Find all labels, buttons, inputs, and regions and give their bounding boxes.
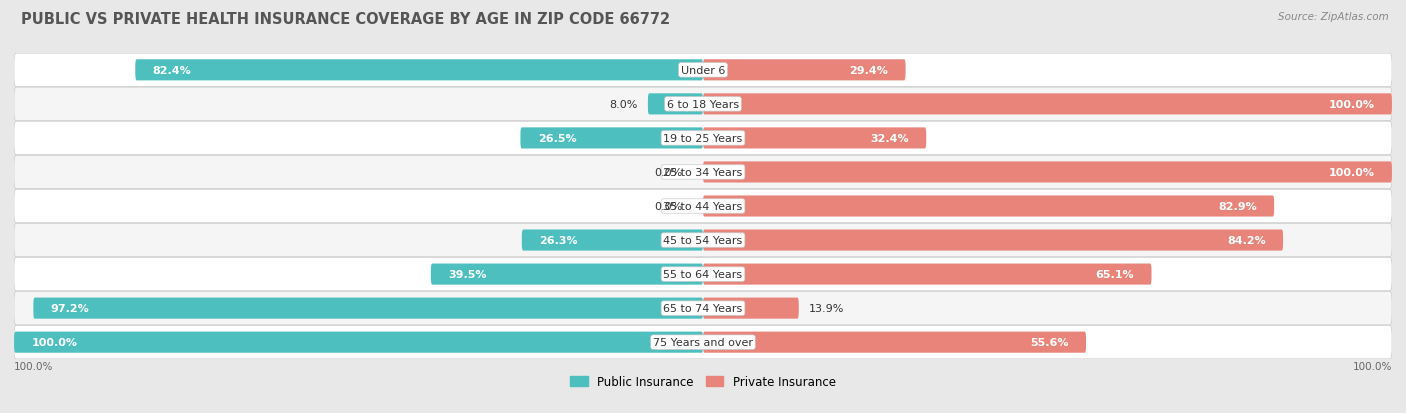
Text: PUBLIC VS PRIVATE HEALTH INSURANCE COVERAGE BY AGE IN ZIP CODE 66772: PUBLIC VS PRIVATE HEALTH INSURANCE COVER… <box>21 12 671 27</box>
Text: 100.0%: 100.0% <box>14 361 53 371</box>
Text: 97.2%: 97.2% <box>51 304 90 313</box>
FancyBboxPatch shape <box>703 196 1274 217</box>
FancyBboxPatch shape <box>703 230 1284 251</box>
Text: 6 to 18 Years: 6 to 18 Years <box>666 100 740 109</box>
Legend: Public Insurance, Private Insurance: Public Insurance, Private Insurance <box>565 371 841 393</box>
Text: 45 to 54 Years: 45 to 54 Years <box>664 235 742 245</box>
FancyBboxPatch shape <box>703 94 1392 115</box>
FancyBboxPatch shape <box>14 54 1392 87</box>
Text: Source: ZipAtlas.com: Source: ZipAtlas.com <box>1278 12 1389 22</box>
Text: 65.1%: 65.1% <box>1095 269 1135 280</box>
FancyBboxPatch shape <box>648 94 703 115</box>
FancyBboxPatch shape <box>703 264 1152 285</box>
FancyBboxPatch shape <box>14 258 1392 291</box>
FancyBboxPatch shape <box>703 298 799 319</box>
Text: 82.9%: 82.9% <box>1218 202 1257 211</box>
FancyBboxPatch shape <box>14 326 1392 359</box>
Text: 84.2%: 84.2% <box>1227 235 1265 245</box>
Text: 13.9%: 13.9% <box>808 304 845 313</box>
Text: 100.0%: 100.0% <box>31 337 77 347</box>
FancyBboxPatch shape <box>703 162 1392 183</box>
Text: 65 to 74 Years: 65 to 74 Years <box>664 304 742 313</box>
FancyBboxPatch shape <box>430 264 703 285</box>
FancyBboxPatch shape <box>14 88 1392 121</box>
Text: 32.4%: 32.4% <box>870 133 910 144</box>
FancyBboxPatch shape <box>14 156 1392 189</box>
Text: 55.6%: 55.6% <box>1031 337 1069 347</box>
Text: 29.4%: 29.4% <box>849 66 889 76</box>
Text: 25 to 34 Years: 25 to 34 Years <box>664 168 742 178</box>
Text: 26.3%: 26.3% <box>538 235 578 245</box>
FancyBboxPatch shape <box>14 292 1392 325</box>
Text: 100.0%: 100.0% <box>1329 100 1375 109</box>
FancyBboxPatch shape <box>34 298 703 319</box>
Text: 55 to 64 Years: 55 to 64 Years <box>664 269 742 280</box>
FancyBboxPatch shape <box>703 128 927 149</box>
FancyBboxPatch shape <box>14 122 1392 155</box>
FancyBboxPatch shape <box>703 60 905 81</box>
Text: 39.5%: 39.5% <box>449 269 486 280</box>
FancyBboxPatch shape <box>703 332 1085 353</box>
Text: 75 Years and over: 75 Years and over <box>652 337 754 347</box>
Text: 0.0%: 0.0% <box>654 202 682 211</box>
Text: 100.0%: 100.0% <box>1353 361 1392 371</box>
Text: Under 6: Under 6 <box>681 66 725 76</box>
FancyBboxPatch shape <box>14 332 703 353</box>
FancyBboxPatch shape <box>520 128 703 149</box>
Text: 8.0%: 8.0% <box>609 100 637 109</box>
Text: 100.0%: 100.0% <box>1329 168 1375 178</box>
Text: 19 to 25 Years: 19 to 25 Years <box>664 133 742 144</box>
Text: 35 to 44 Years: 35 to 44 Years <box>664 202 742 211</box>
FancyBboxPatch shape <box>522 230 703 251</box>
FancyBboxPatch shape <box>135 60 703 81</box>
FancyBboxPatch shape <box>14 190 1392 223</box>
Text: 82.4%: 82.4% <box>152 66 191 76</box>
Text: 0.0%: 0.0% <box>654 168 682 178</box>
Text: 26.5%: 26.5% <box>537 133 576 144</box>
FancyBboxPatch shape <box>14 224 1392 257</box>
